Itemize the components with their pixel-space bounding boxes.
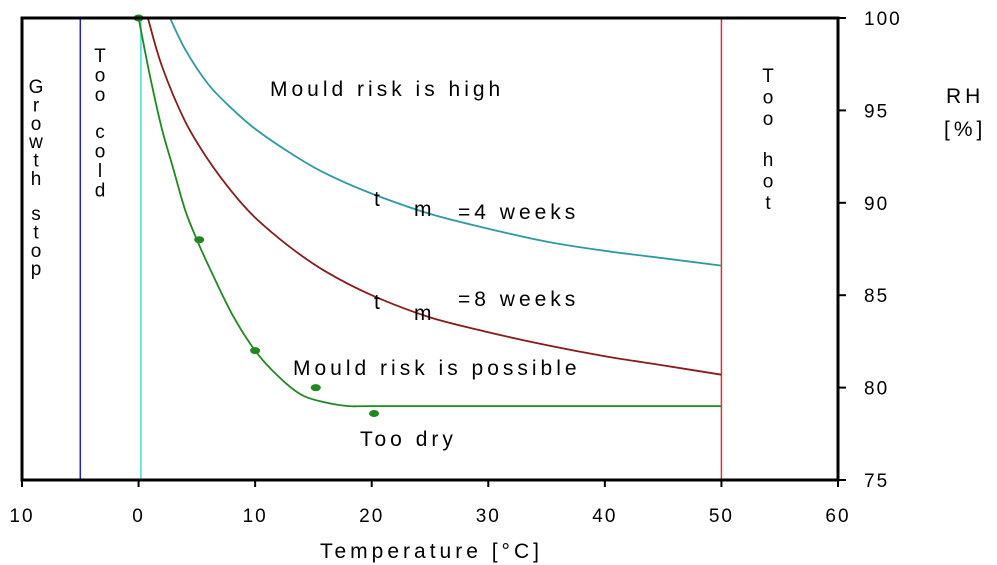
x-tick-label-2: 10 [243,506,268,527]
growth-stop-label-char: G [29,77,44,98]
series-line-0 [169,17,722,267]
x-tick-label-0: 10 [9,506,34,527]
series-0-label-t: t [374,188,384,211]
growth-stop-label-char: h [31,169,42,190]
series-1-label-t: t [374,291,384,314]
y-tick-label-5: 100 [864,9,902,30]
x-tick-label-4: 30 [476,506,501,527]
growth-stop-label-char: r [33,95,40,116]
y-axis-ticks: 75 80 85 90 95 100 [838,9,902,492]
series-1-label-value: =8 weeks [458,288,579,311]
too-cold-label-char: o [95,66,106,87]
too-cold-label-char: o [95,142,106,163]
too-hot-label-char: o [763,109,774,130]
y-tick-label-0: 75 [864,471,889,492]
y-tick-label-2: 85 [864,286,889,307]
data-markers [133,14,380,417]
x-tick-label-5: 40 [592,506,617,527]
data-point-2 [250,347,261,355]
growth-stop-label-char: p [31,259,42,280]
growth-stop-label-char: o [31,241,42,262]
data-point-1 [194,236,205,244]
too-hot-label-char: o [763,171,774,192]
too-cold-label-char: o [95,85,106,106]
y-tick-label-4: 95 [864,101,889,122]
x-axis-ticks: 10 0 10 20 30 40 50 60 [9,480,850,527]
too-hot-label-char: t [765,193,771,214]
growth-stop-label-char: o [31,114,42,135]
x-tick-label-6: 50 [709,506,734,527]
y-axis-label-line2: [%] [944,118,986,141]
too-hot-label-char: h [763,150,774,171]
too-cold-label-char: c [95,122,105,143]
growth-stop-label-char: w [28,132,43,153]
y-axis-label-line1: RH [946,85,984,108]
series-1-label-sub: m [414,302,436,325]
series-0-label-value: =4 weeks [458,201,579,224]
isopleth-curves [137,17,722,408]
growth-stop-label-char: t [33,222,39,243]
data-point-4 [369,409,380,417]
boundary-lines [79,18,723,480]
x-axis-label: Temperature [°C] [320,540,543,563]
plot-frame [20,16,840,482]
too-hot-label-char: o [763,88,774,109]
too-cold-label-char: d [95,181,106,202]
series-line-2 [137,17,722,408]
too-cold-label-char: T [94,46,106,67]
growth-stop-label-char: s [31,204,41,225]
data-point-3 [310,384,321,392]
y-tick-label-3: 90 [864,194,889,215]
y-tick-label-1: 80 [864,379,889,400]
series-0-label-sub: m [414,198,436,221]
too-cold-label-char: l [98,161,102,182]
growth-stop-label-char: t [33,151,39,172]
mould-risk-high-label: Mould risk is high [270,78,504,101]
x-tick-label-1: 0 [132,506,145,527]
x-tick-label-7: 60 [825,506,850,527]
x-tick-label-3: 20 [359,506,384,527]
too-hot-label-char: T [762,66,774,87]
mould-risk-possible-label: Mould risk is possible [293,357,581,380]
series-line-1 [147,17,722,376]
too-dry-label: Too dry [360,428,457,451]
